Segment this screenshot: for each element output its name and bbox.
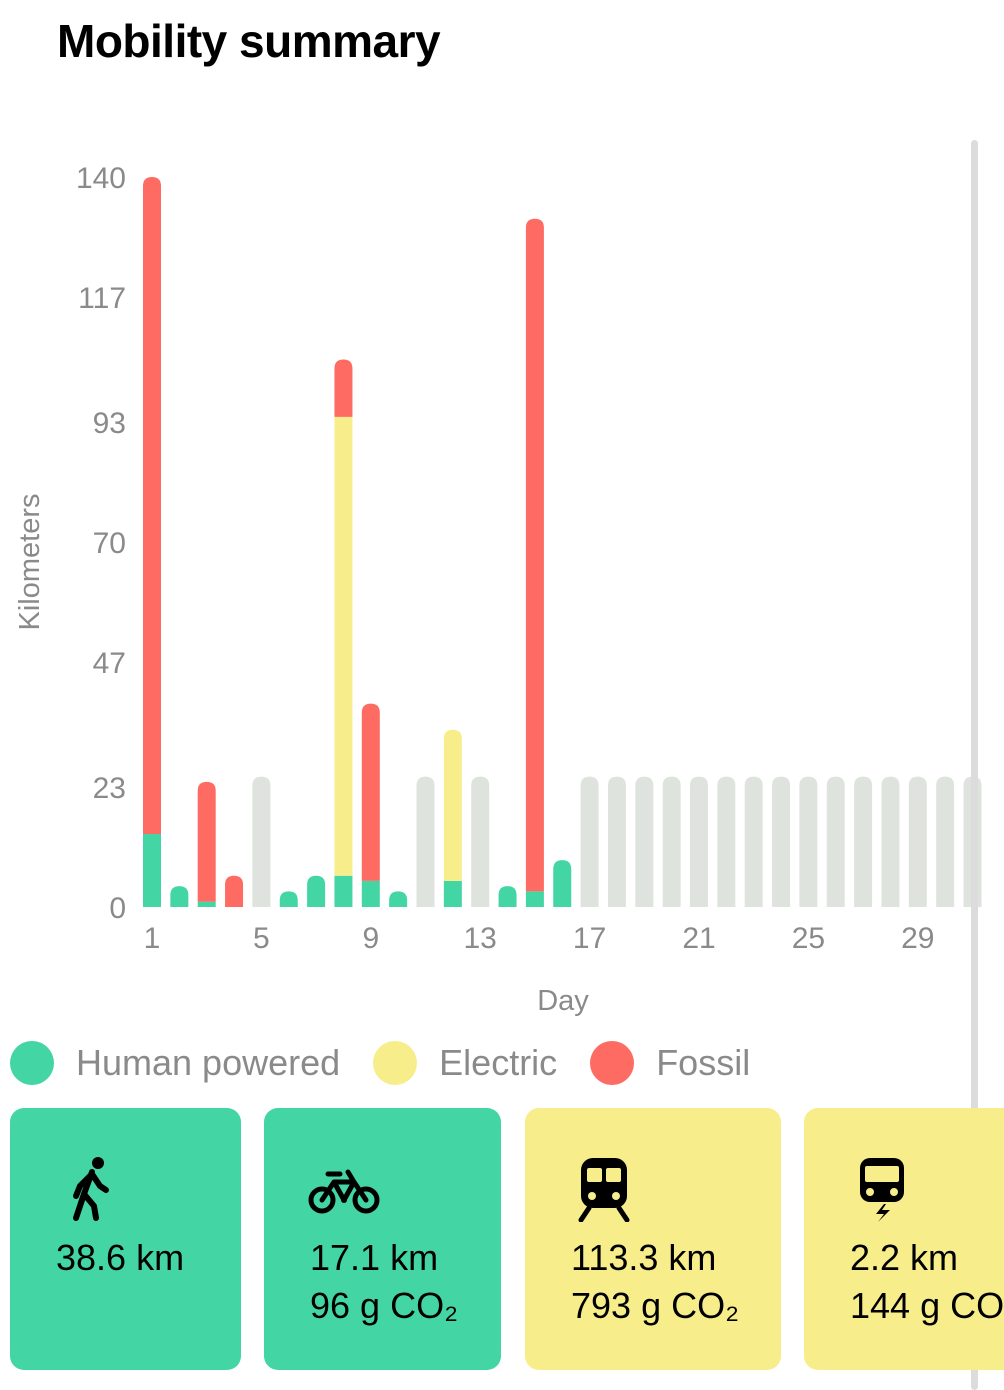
bar-human-powered-day-16[interactable] xyxy=(553,860,572,907)
y-tick-label: 70 xyxy=(93,527,126,560)
bar-no-data-day-18[interactable] xyxy=(607,776,626,907)
y-axis-label: Kilometers xyxy=(14,494,46,631)
y-tick-label: 117 xyxy=(78,282,126,315)
legend-item-fossil[interactable]: Fossil xyxy=(590,1041,750,1085)
bar-human-powered-day-12[interactable] xyxy=(443,880,462,907)
bar-no-data-day-22[interactable] xyxy=(717,776,736,907)
train-icon xyxy=(578,1158,630,1222)
electric-bus-icon xyxy=(860,1158,904,1222)
legend-dot-human-powered xyxy=(10,1041,54,1085)
card-bicycle-co2: 96 g CO₂ xyxy=(310,1285,459,1326)
legend-label-human-powered: Human powered xyxy=(76,1042,341,1083)
card-walking[interactable]: 38.6 km xyxy=(10,1108,241,1370)
x-tick-label: 29 xyxy=(901,922,934,955)
bar-electric-day-12[interactable] xyxy=(443,729,462,881)
bar-no-data-day-30[interactable] xyxy=(936,776,955,907)
bar-fossil-day-4[interactable] xyxy=(225,875,244,907)
bar-no-data-day-19[interactable] xyxy=(635,776,654,907)
bar-no-data-day-29[interactable] xyxy=(908,776,927,907)
bar-no-data-day-21[interactable] xyxy=(690,776,708,907)
x-tick-label: 9 xyxy=(362,922,379,955)
transport-cards: 38.6 km 17.1 km 96 g CO₂ 113.3 km 793 g … xyxy=(10,1108,1004,1372)
card-train-distance: 113.3 km xyxy=(571,1237,717,1278)
card-walking-distance: 38.6 km xyxy=(56,1237,185,1278)
bar-no-data-day-5[interactable] xyxy=(252,776,271,907)
x-tick-label: 13 xyxy=(464,922,497,955)
mobility-bar-chart: 0 23 47 70 93 117 140 1 5 9 13 17 21 25 29 Day Kilometer… xyxy=(14,162,982,1017)
legend-label-fossil: Fossil xyxy=(656,1042,751,1083)
bar-fossil-day-9[interactable] xyxy=(361,703,380,881)
y-tick-label: 0 xyxy=(109,892,126,925)
bar-no-data-day-24[interactable] xyxy=(772,776,791,907)
bar-no-data-day-11[interactable] xyxy=(416,776,435,907)
legend-label-electric: Electric xyxy=(439,1042,558,1083)
bar-no-data-day-28[interactable] xyxy=(881,776,900,907)
x-tick-label: 1 xyxy=(144,922,161,955)
card-train[interactable]: 113.3 km 793 g CO₂ xyxy=(525,1108,781,1370)
bar-no-data-day-17[interactable] xyxy=(580,776,599,907)
y-tick-label: 23 xyxy=(93,772,126,805)
card-electric-bus-distance: 2.2 km xyxy=(850,1237,959,1278)
bar-fossil-day-1[interactable] xyxy=(143,177,161,834)
bar-no-data-day-20[interactable] xyxy=(662,776,681,907)
chart-legend: Human powered Electric Fossil xyxy=(10,1038,783,1088)
legend-item-electric[interactable]: Electric xyxy=(373,1041,557,1085)
y-tick-label: 93 xyxy=(93,407,126,440)
bars-group xyxy=(143,177,982,907)
bar-human-powered-day-9[interactable] xyxy=(361,880,380,907)
y-tick-label: 47 xyxy=(93,647,126,680)
card-train-co2: 793 g CO₂ xyxy=(571,1285,740,1326)
legend-dot-fossil xyxy=(590,1041,635,1085)
bar-human-powered-day-6[interactable] xyxy=(279,891,298,907)
x-tick-label: 17 xyxy=(573,922,606,955)
card-electric-bus-co2: 144 g CO₂ xyxy=(850,1285,1004,1326)
legend-item-human-powered[interactable]: Human powered xyxy=(10,1041,340,1085)
bar-electric-day-8[interactable] xyxy=(334,416,353,876)
bar-human-powered-day-7[interactable] xyxy=(307,875,326,907)
bar-fossil-day-15[interactable] xyxy=(525,218,544,892)
bar-no-data-day-13[interactable] xyxy=(471,776,490,907)
x-axis-label: Day xyxy=(537,985,589,1017)
walking-icon xyxy=(73,1157,109,1221)
y-tick-label: 140 xyxy=(76,162,126,195)
legend-dot-electric xyxy=(373,1041,418,1085)
bar-no-data-day-26[interactable] xyxy=(826,776,845,907)
bar-human-powered-day-10[interactable] xyxy=(389,891,408,907)
x-tick-label: 25 xyxy=(792,922,825,955)
x-tick-label: 5 xyxy=(253,922,270,955)
bar-fossil-day-3[interactable] xyxy=(197,781,216,902)
bar-no-data-day-25[interactable] xyxy=(799,776,818,907)
page-title: Mobility summary xyxy=(57,15,441,67)
bar-human-powered-day-1[interactable] xyxy=(143,834,161,907)
vertical-scrollbar[interactable] xyxy=(971,140,978,1390)
card-bicycle[interactable]: 17.1 km 96 g CO₂ xyxy=(264,1108,501,1370)
card-bicycle-distance: 17.1 km xyxy=(310,1237,439,1278)
bar-human-powered-day-14[interactable] xyxy=(498,886,517,907)
card-electric-bus[interactable]: 2.2 km 144 g CO₂ xyxy=(804,1108,1004,1370)
bar-human-powered-day-3[interactable] xyxy=(197,901,216,907)
bar-human-powered-day-15[interactable] xyxy=(525,891,544,907)
bicycle-icon xyxy=(308,1169,380,1214)
bar-human-powered-day-2[interactable] xyxy=(170,886,189,907)
x-tick-label: 21 xyxy=(682,922,715,955)
bar-fossil-day-8[interactable] xyxy=(334,359,353,417)
bar-no-data-day-23[interactable] xyxy=(744,776,763,907)
bar-no-data-day-27[interactable] xyxy=(854,776,873,907)
bar-human-powered-day-8[interactable] xyxy=(334,875,353,907)
